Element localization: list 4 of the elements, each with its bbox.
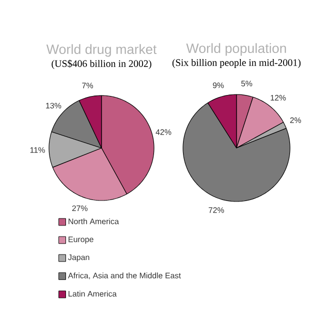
- chart-subtitle: (Six billion people in mid-2001): [172, 58, 301, 68]
- chart-subtitle: (US$406 billion in 2002): [52, 60, 152, 70]
- chart-title: World drug market: [46, 44, 157, 57]
- chart-title: World population: [186, 43, 286, 56]
